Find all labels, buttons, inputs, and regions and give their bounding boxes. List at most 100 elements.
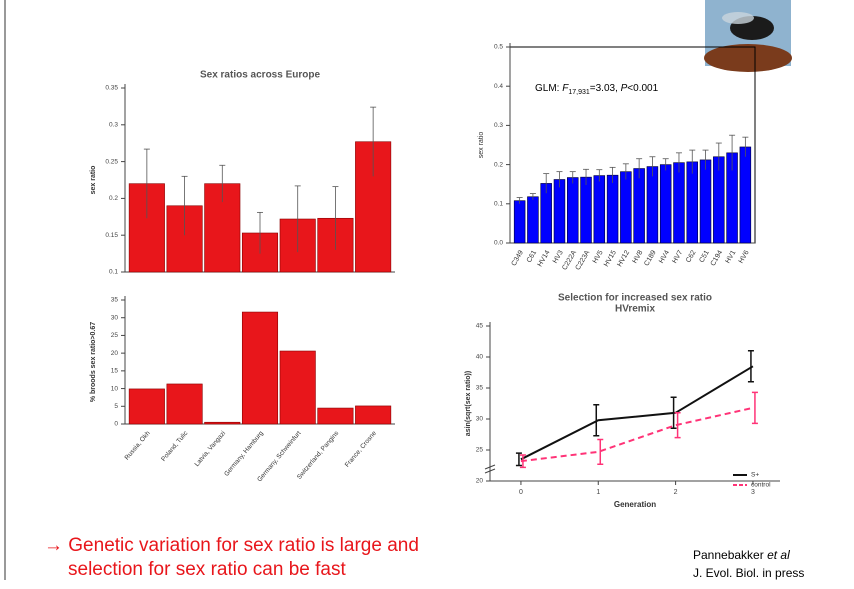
error-bar: [556, 171, 563, 188]
line-series: [520, 365, 754, 461]
x-tick-label: HV4: [658, 249, 671, 264]
error-bar: [543, 173, 550, 194]
x-tick-label: C349: [511, 249, 525, 267]
error-bar: [596, 169, 603, 182]
bar: [739, 146, 752, 244]
x-axis-label: Generation: [614, 500, 656, 509]
error-bar: [516, 197, 523, 204]
y-tick-label: 0.3: [109, 122, 118, 129]
error-bar: [747, 350, 754, 383]
y-tick-label: 0.0: [494, 240, 503, 247]
y-tick-label: 0.35: [105, 85, 118, 92]
y-tick-label: 0.1: [109, 269, 118, 276]
error-bar: [597, 438, 604, 466]
wasp-photo: [704, 0, 792, 72]
bar: [128, 388, 165, 425]
x-tick-label: 1: [596, 489, 600, 496]
annotation-part: <0.001: [627, 83, 658, 94]
y-tick-label: 0: [114, 421, 118, 428]
error-bar: [370, 106, 377, 177]
error-bar: [219, 164, 226, 203]
error-whisker: [747, 350, 754, 383]
conclusion-line: → Genetic variation for sex ratio is lar…: [44, 535, 419, 556]
error-whisker: [515, 452, 522, 467]
error-whisker: [597, 438, 604, 466]
error-bar: [332, 186, 339, 250]
error-whisker: [674, 412, 681, 439]
y-tick-label: 10: [111, 385, 119, 392]
annotation-part: GLM:: [535, 83, 562, 94]
y-tick-label: 0.4: [494, 83, 503, 90]
error-bar: [609, 166, 616, 184]
y-tick-label: 0.3: [494, 122, 503, 129]
error-bar: [257, 211, 263, 254]
y-axis-label: asin(sqrt(sex ratio)): [465, 371, 472, 436]
x-tick-label: C62: [685, 249, 698, 264]
citation-author: Pannebakker et al: [693, 548, 790, 562]
chart-title: Sex ratios across Europe: [200, 70, 320, 81]
y-axis-label: sex ratio: [478, 132, 485, 159]
error-bar: [143, 148, 150, 219]
x-tick-label: C51: [698, 249, 711, 264]
y-tick-label: 0.2: [494, 161, 503, 168]
conclusion-line: selection for sex ratio can be fast: [68, 559, 346, 580]
error-bar: [519, 454, 526, 469]
bar: [527, 196, 539, 244]
x-tick-label: C61: [526, 249, 539, 264]
error-whisker: [519, 454, 526, 469]
legend-label: control: [751, 482, 771, 489]
error-whisker: [670, 396, 677, 430]
bar: [673, 162, 685, 244]
x-tick-label: HV3: [552, 249, 565, 264]
error-bar: [181, 175, 188, 236]
bar: [686, 161, 698, 244]
x-tick-label: France, Crosne: [344, 430, 378, 469]
x-tick-label: HV5: [592, 249, 605, 264]
error-bar: [649, 156, 656, 177]
y-tick-label: 20: [111, 350, 119, 357]
author: Pannebakker: [693, 548, 767, 562]
annotation-part: 17,931: [568, 89, 590, 96]
error-bar: [593, 403, 600, 437]
error-bar: [689, 149, 696, 174]
y-axis-label: sex ratio: [90, 166, 97, 195]
annotation: GLM: F17,931=3.03, P<0.001: [535, 83, 659, 96]
bar: [279, 350, 316, 425]
x-tick-label: HV14: [537, 249, 552, 268]
x-tick-label: Poland, Tulic: [160, 429, 190, 463]
bar: [633, 168, 645, 244]
y-tick-label: 0.2: [109, 195, 118, 202]
y-tick-label: 40: [476, 354, 484, 361]
x-tick-label: Russia, Okh: [124, 430, 152, 462]
y-tick-label: 20: [476, 478, 484, 485]
y-tick-label: 0.25: [105, 158, 118, 165]
error-whisker: [593, 403, 600, 437]
y-tick-label: 25: [476, 447, 484, 454]
error-bar: [715, 142, 722, 171]
et-al: et al: [767, 548, 790, 562]
chart-subtitle: HVremix: [615, 304, 655, 315]
error-bar: [569, 171, 576, 184]
bar: [646, 166, 659, 244]
annotation-part: =3.03,: [590, 83, 621, 94]
y-tick-label: 30: [111, 314, 119, 321]
error-bar: [662, 158, 669, 171]
bar: [355, 405, 392, 425]
x-tick-label: HV7: [671, 249, 684, 264]
error-bar: [583, 168, 590, 185]
y-tick-label: 45: [476, 323, 484, 330]
x-tick-label: 0: [519, 489, 523, 496]
bar: [580, 176, 592, 244]
error-bar: [515, 452, 522, 467]
citation-journal: J. Evol. Biol. in press: [693, 566, 804, 580]
x-tick-label: 2: [674, 489, 678, 496]
y-tick-label: 0.5: [494, 44, 503, 51]
error-bar: [622, 163, 629, 180]
bar: [567, 177, 579, 244]
error-bar: [729, 134, 736, 171]
y-tick-label: 15: [111, 368, 119, 375]
x-tick-label: Germany, Hamburg: [223, 430, 265, 478]
annotation-part: P: [621, 83, 628, 94]
x-tick-label: 3: [751, 489, 755, 496]
